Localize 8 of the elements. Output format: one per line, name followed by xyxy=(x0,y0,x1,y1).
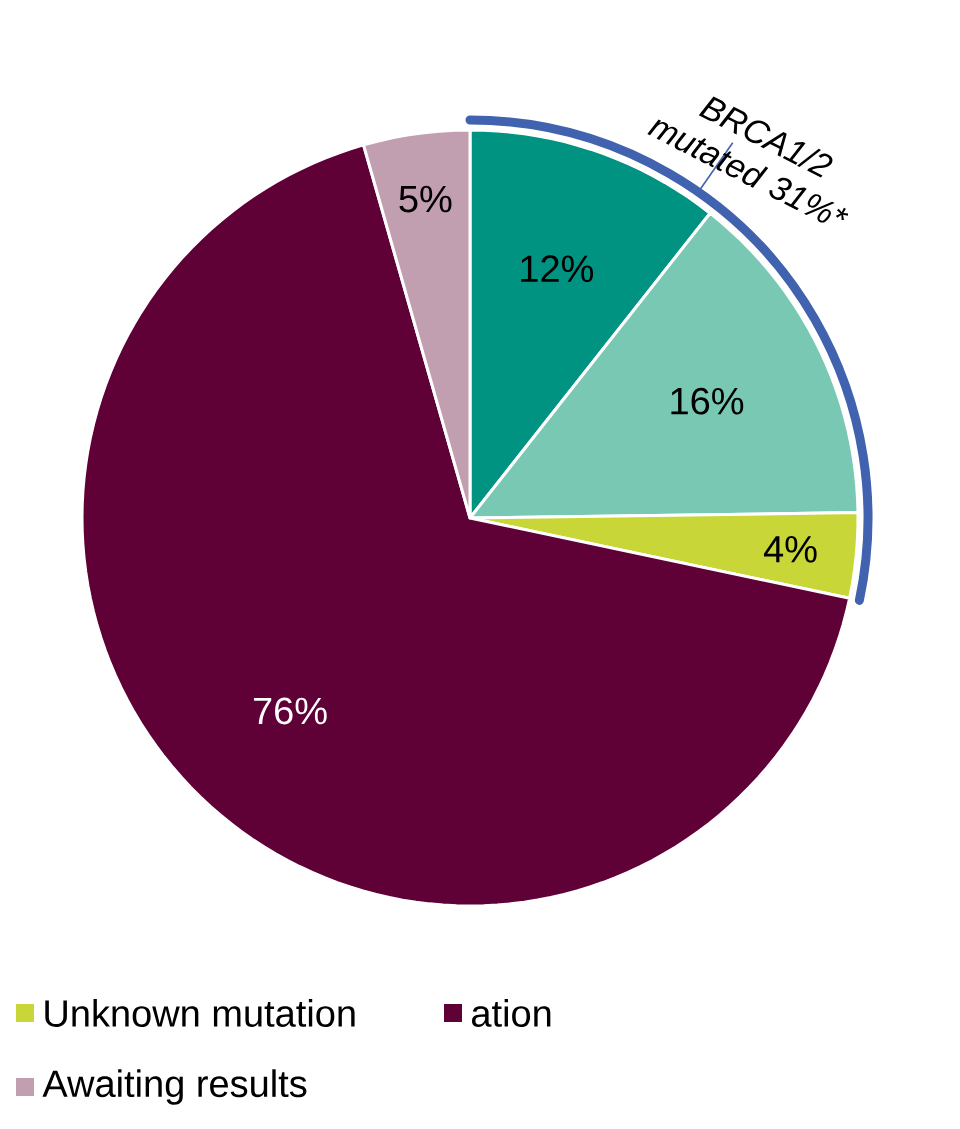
data-label: 16% xyxy=(671,387,744,415)
data-label: 76% xyxy=(253,697,327,725)
legend-label: ation xyxy=(472,999,551,1027)
data-label: 12% xyxy=(521,255,594,283)
legend-label: Unknown mutation xyxy=(45,999,355,1027)
data-label: 5% xyxy=(399,185,452,213)
data-label: 4% xyxy=(763,535,817,563)
legend-label: Awaiting results xyxy=(42,1069,307,1105)
